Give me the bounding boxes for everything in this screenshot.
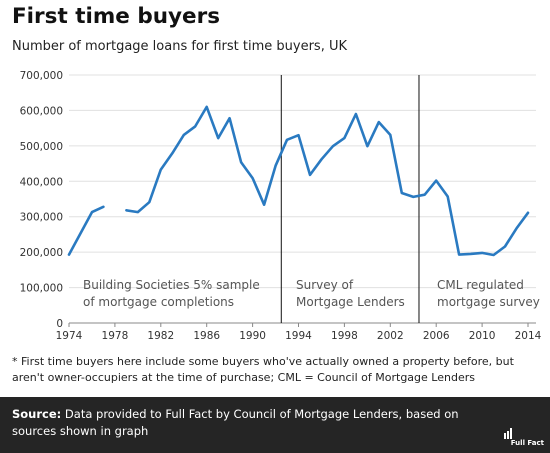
- source-description: Data provided to Full Fact by Council of…: [12, 407, 459, 438]
- x-axis-tick-labels: 1974 1978 1982 1986 1990 1994 1998 2002 2006 2010…: [56, 323, 542, 342]
- line-chart: 0 100,000 200,000 300,000 400,000 500,000 600,…: [20, 70, 542, 342]
- annotation-text: mortgage survey: [437, 295, 540, 309]
- x-tick-label: 1982: [147, 330, 174, 342]
- series-line: [67, 205, 105, 256]
- source-text: Source: Data provided to Full Fact by Co…: [12, 406, 482, 440]
- y-tick-label: 700,000: [20, 70, 63, 82]
- y-axis-tick-labels: 0 100,000 200,000 300,000 400,000 500,000 600,…: [20, 70, 63, 330]
- annotation-text: of mortgage completions: [83, 295, 234, 309]
- y-tick-label: 100,000: [20, 283, 63, 295]
- x-tick-label: 1986: [193, 330, 220, 342]
- chart-title: First time buyers: [12, 4, 221, 29]
- y-tick-label: 400,000: [20, 176, 63, 188]
- x-tick-label: 2002: [377, 330, 404, 342]
- y-tick-label: 300,000: [20, 212, 63, 224]
- x-tick-label: 2014: [515, 330, 542, 342]
- period-annotations: Building Societies 5% sample of mortgage …: [83, 278, 540, 309]
- x-tick-label: 2010: [469, 330, 496, 342]
- period-dividers: [280, 75, 420, 323]
- logo-text: Full Fact: [510, 439, 544, 447]
- annotation-text: CML regulated: [437, 278, 524, 292]
- x-tick-label: 1994: [285, 330, 312, 342]
- source-bar: Source: Data provided to Full Fact by Co…: [0, 397, 550, 453]
- y-tick-label: 0: [56, 318, 63, 330]
- annotation-text: Mortgage Lenders: [296, 295, 405, 309]
- annotation-text: Survey of: [296, 278, 354, 292]
- x-tick-label: 1990: [239, 330, 266, 342]
- footnote: * First time buyers here include some bu…: [12, 355, 514, 384]
- x-tick-label: 1978: [102, 330, 129, 342]
- chart-subtitle: Number of mortgage loans for first time …: [12, 39, 348, 54]
- source-label: Source:: [12, 407, 62, 421]
- series-line: [125, 105, 530, 257]
- y-tick-label: 500,000: [20, 141, 63, 153]
- logo-icon: [504, 428, 512, 439]
- annotation-text: Building Societies 5% sample: [83, 278, 260, 292]
- x-tick-label: 1998: [331, 330, 358, 342]
- full-fact-logo: Full Fact: [500, 425, 544, 447]
- y-tick-label: 600,000: [20, 105, 63, 117]
- data-series: [67, 105, 530, 257]
- x-tick-label: 1974: [56, 330, 83, 342]
- x-tick-label: 2006: [423, 330, 450, 342]
- y-tick-label: 200,000: [20, 247, 63, 259]
